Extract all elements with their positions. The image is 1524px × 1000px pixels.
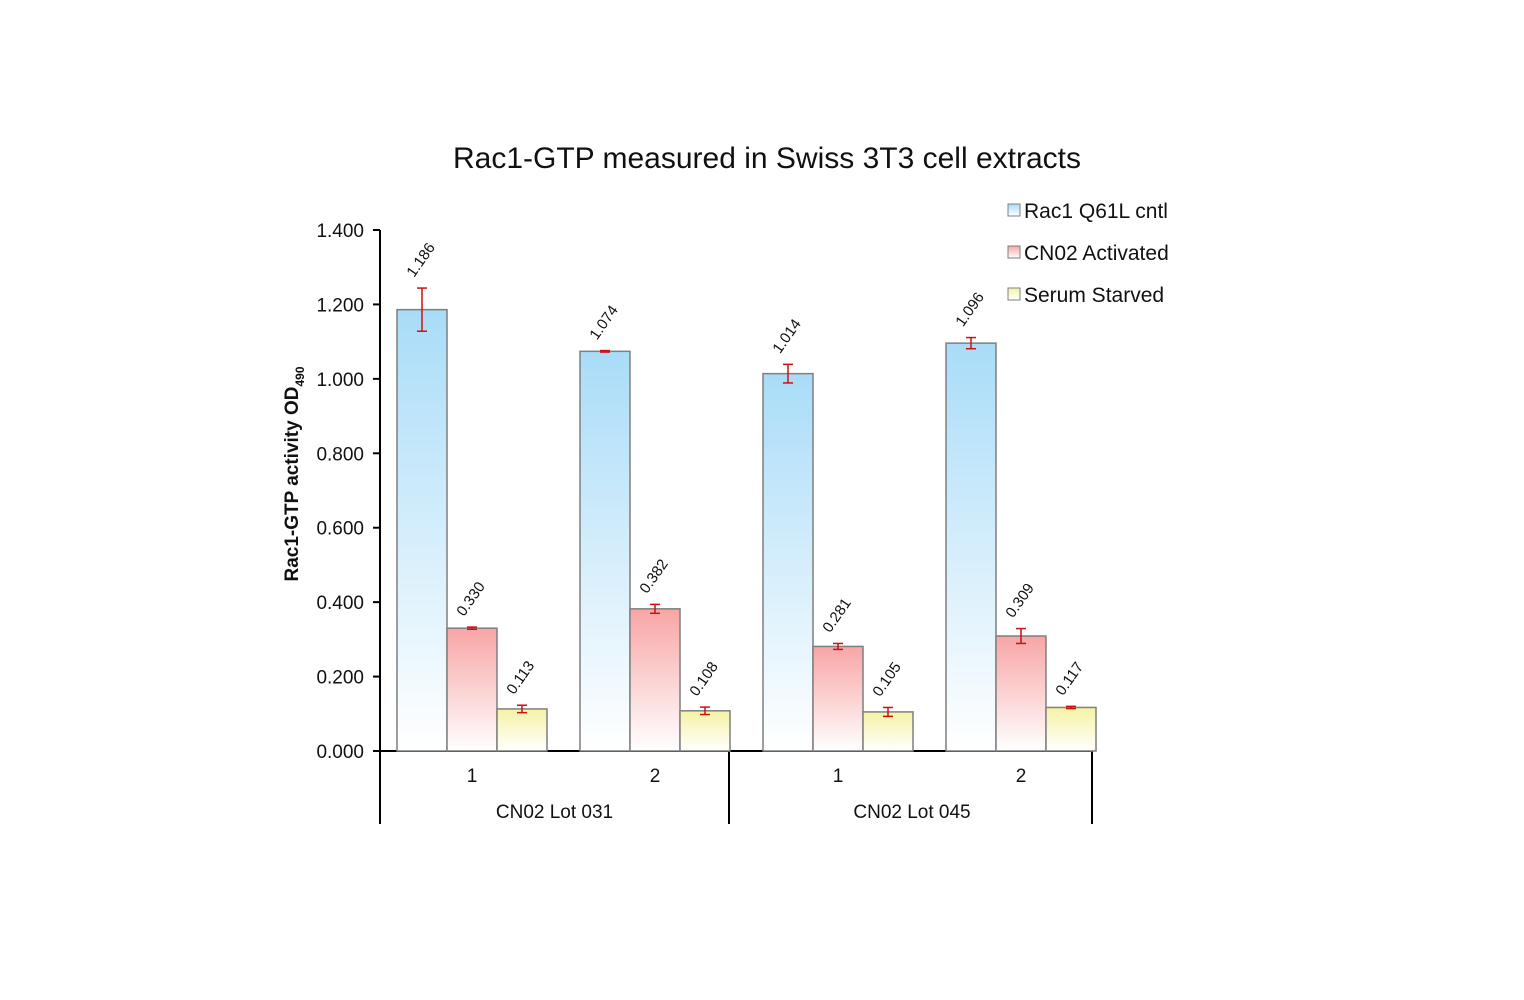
y-tick-label: 0.800 (316, 444, 364, 465)
data-label: 0.330 (453, 579, 488, 620)
data-label: 1.096 (952, 289, 987, 330)
y-axis-label-main: Rac1-GTP activity OD (282, 387, 303, 582)
bar-3-4 (1045, 706, 1097, 752)
plot-area: 0.000 0.200 0.400 0.600 0.800 1.000 1.200 1.400… (316, 221, 1097, 824)
group-label: CN02 Lot 031 (496, 802, 613, 823)
legend-swatch-1 (1007, 203, 1021, 217)
legend-label-2: CN02 Activated (1024, 242, 1169, 265)
bar-2-3 (812, 645, 864, 752)
bar-3-3 (862, 711, 914, 752)
bar-1-1 (396, 308, 448, 752)
data-label: 0.113 (503, 658, 538, 698)
y-tick-label: 0.600 (316, 519, 364, 540)
legend-label-3: Serum Starved (1024, 284, 1164, 307)
bar-1-3 (762, 372, 814, 752)
legend-swatch-3 (1007, 287, 1021, 301)
bar-3-2 (679, 710, 731, 752)
bar-2-1 (446, 627, 498, 752)
data-label: 1.186 (403, 240, 438, 281)
y-tick-label: 0.200 (316, 668, 364, 689)
y-tick-label: 0.400 (316, 593, 364, 614)
x-tick-label: 2 (1016, 766, 1027, 787)
bar-2-4 (995, 635, 1047, 752)
y-tick-label: 1.000 (316, 370, 364, 391)
data-label: 0.382 (636, 556, 671, 597)
x-tick-label: 1 (467, 766, 478, 787)
data-label: 0.105 (869, 659, 904, 700)
data-label: 1.014 (769, 316, 804, 357)
legend-swatch-2 (1007, 245, 1021, 259)
y-tick-label: 0.000 (316, 742, 364, 763)
y-axis-label-subscript: 490 (293, 366, 307, 386)
data-label: 0.309 (1002, 580, 1037, 621)
chart-title: Rac1-GTP measured in Swiss 3T3 cell extr… (453, 142, 1081, 175)
x-tick-label: 2 (650, 766, 661, 787)
x-tick-label: 1 (833, 766, 844, 787)
bar-3-1 (496, 708, 548, 752)
y-tick-label: 1.400 (316, 221, 364, 242)
data-label: 0.108 (686, 659, 721, 700)
bar-2-2 (629, 608, 681, 752)
data-label: 0.281 (819, 595, 854, 636)
group-label: CN02 Lot 045 (853, 802, 970, 823)
data-label: 0.117 (1052, 659, 1087, 699)
legend: Rac1 Q61L cntl CN02 Activated Serum Starve… (1007, 200, 1169, 307)
bar-1-4 (945, 342, 997, 752)
y-tick-label: 1.200 (316, 295, 364, 316)
y-axis-label: Rac1-GTP activity OD490 (282, 366, 307, 581)
data-label: 1.074 (586, 302, 621, 343)
legend-label-1: Rac1 Q61L cntl (1024, 200, 1168, 223)
bar-1-2 (579, 350, 631, 752)
